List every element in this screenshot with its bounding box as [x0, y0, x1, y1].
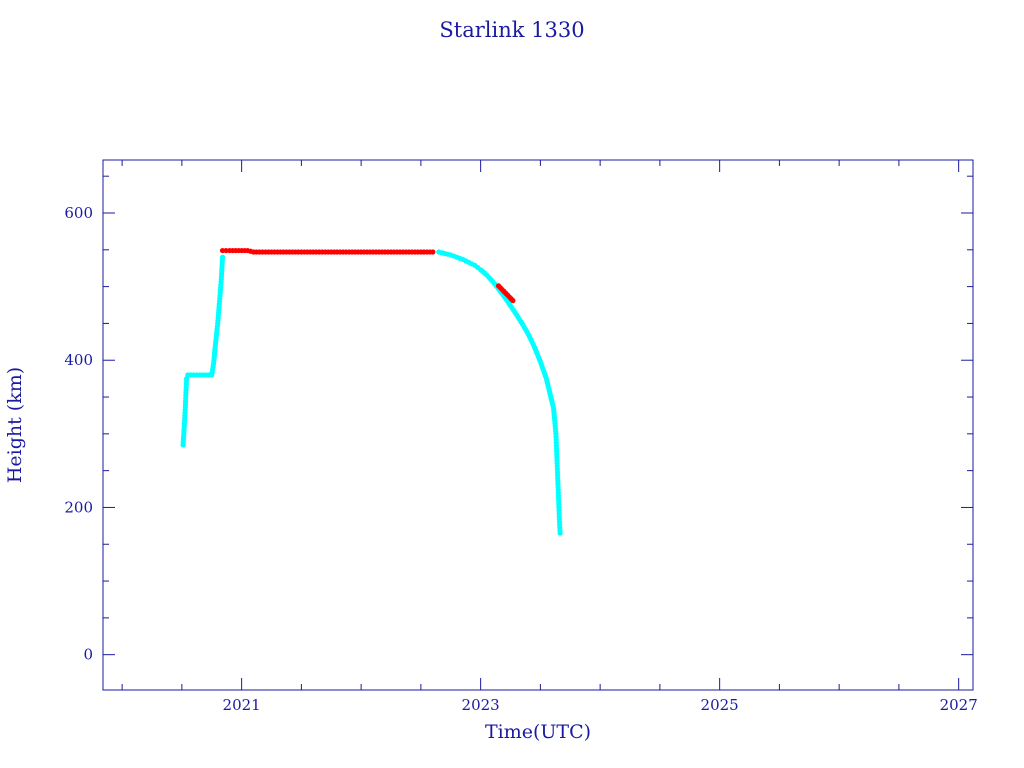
x-tick-labels: 2021 2023 2025 2027 — [223, 696, 978, 714]
x-tick-label: 2027 — [940, 696, 978, 714]
plot-frame — [102, 159, 974, 691]
data-point — [510, 298, 516, 304]
data-point — [557, 530, 563, 536]
y-axis-label: Height (km) — [4, 367, 26, 483]
y-tick-labels: 0 200 400 600 — [64, 204, 93, 664]
y-tick-label: 200 — [64, 498, 93, 516]
data-point — [219, 254, 226, 260]
data-point — [223, 247, 229, 254]
x-tick-label: 2025 — [701, 696, 739, 714]
y-tick-label: 0 — [83, 646, 93, 664]
data-point — [219, 247, 226, 254]
y-tick-label: 600 — [64, 204, 93, 222]
chart-title: Starlink 1330 — [439, 18, 584, 42]
data-point — [430, 249, 436, 255]
x-axis-label: Time(UTC) — [485, 721, 591, 743]
axis-ticks — [103, 160, 973, 690]
x-tick-label: 2021 — [223, 696, 261, 714]
x-tick-label: 2023 — [462, 696, 500, 714]
data-points — [180, 247, 563, 536]
y-tick-label: 400 — [64, 351, 93, 369]
